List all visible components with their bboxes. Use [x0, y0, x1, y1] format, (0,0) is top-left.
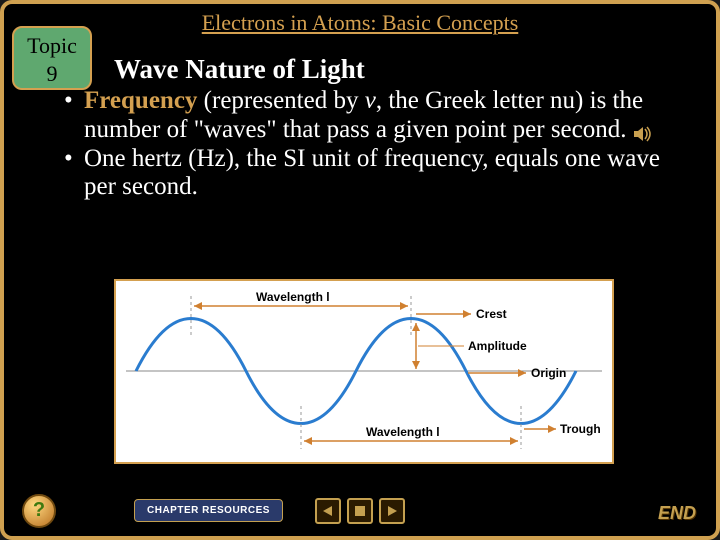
- arrow-head: [518, 369, 526, 377]
- header-title: Electrons in Atoms: Basic Concepts: [202, 10, 519, 35]
- arrow-head: [304, 437, 312, 445]
- bullet-2: • One hertz (Hz), the SI unit of frequen…: [64, 145, 676, 203]
- end-button[interactable]: END: [658, 503, 696, 524]
- prev-button[interactable]: [315, 498, 341, 524]
- wave-diagram: Wavelength l Crest Amplitude Origin Wave…: [114, 279, 614, 464]
- slide-header: Electrons in Atoms: Basic Concepts: [4, 4, 716, 36]
- arrow-head: [412, 361, 420, 369]
- bullet-list: • Frequency (represented by ν, the Greek…: [64, 87, 676, 202]
- label-origin: Origin: [531, 366, 566, 380]
- label-trough: Trough: [560, 422, 601, 436]
- label-wavelength-bottom: Wavelength l: [366, 425, 440, 439]
- square-icon: [354, 505, 366, 517]
- arrow-head: [400, 302, 408, 310]
- chapter-resources-button[interactable]: CHAPTER RESOURCES: [134, 499, 283, 522]
- slide: Electrons in Atoms: Basic Concepts Topic…: [0, 0, 720, 540]
- content-area: Wave Nature of Light • Frequency (repres…: [64, 54, 676, 202]
- bullet-marker: •: [64, 87, 84, 116]
- audio-icon[interactable]: [633, 122, 653, 140]
- bullet-1-text: Frequency (represented by ν, the Greek l…: [84, 87, 676, 145]
- help-button[interactable]: ?: [22, 494, 56, 528]
- term-frequency: Frequency: [84, 87, 197, 114]
- next-button[interactable]: [379, 498, 405, 524]
- greek-nu: ν: [365, 87, 376, 114]
- arrow-head: [463, 310, 471, 318]
- label-crest: Crest: [476, 307, 507, 321]
- bullet-1: • Frequency (represented by ν, the Greek…: [64, 87, 676, 145]
- label-wavelength-top: Wavelength l: [256, 290, 330, 304]
- stop-button[interactable]: [347, 498, 373, 524]
- help-icon: ?: [33, 499, 45, 521]
- label-amplitude: Amplitude: [468, 339, 527, 353]
- nav-bar: ? CHAPTER RESOURCES END: [4, 498, 716, 528]
- triangle-left-icon: [322, 505, 334, 517]
- arrow-head: [510, 437, 518, 445]
- center-nav: [315, 498, 405, 524]
- arrow-head: [194, 302, 202, 310]
- subtitle: Wave Nature of Light: [114, 54, 676, 85]
- triangle-right-icon: [386, 505, 398, 517]
- bullet-marker: •: [64, 145, 84, 174]
- arrow-head: [548, 425, 556, 433]
- wave-svg: Wavelength l Crest Amplitude Origin Wave…: [116, 281, 612, 462]
- arrow-head: [412, 323, 420, 331]
- bullet-1-rest1: (represented by: [197, 87, 364, 114]
- bullet-2-text: One hertz (Hz), the SI unit of frequency…: [84, 145, 676, 203]
